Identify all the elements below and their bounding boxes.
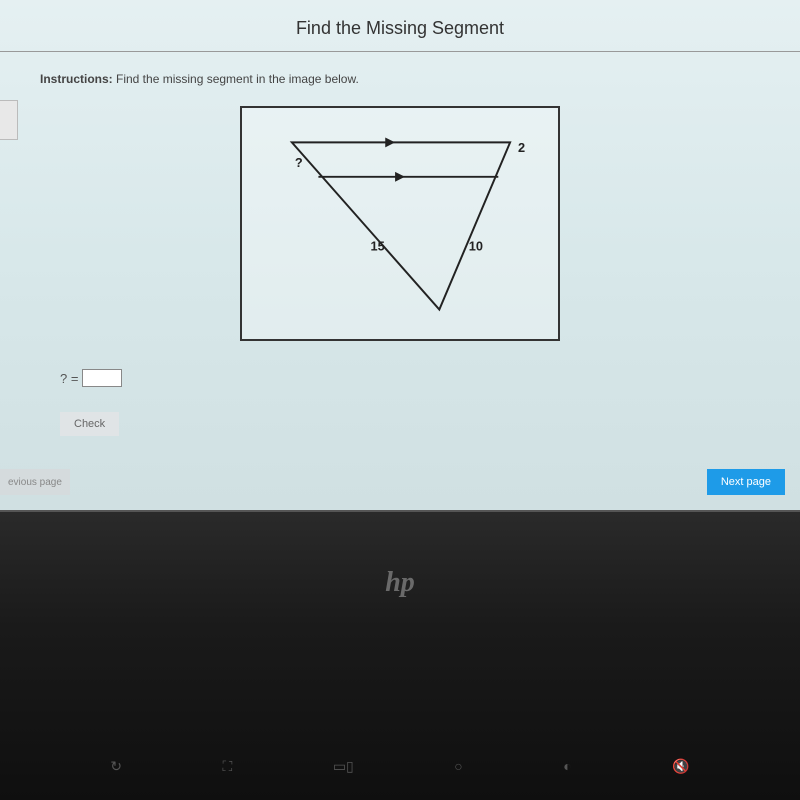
label-two: 2 <box>518 140 525 155</box>
title-divider <box>0 51 800 52</box>
answer-row: ? = <box>60 369 760 387</box>
next-page-button[interactable]: Next page <box>707 469 785 495</box>
instructions-label: Instructions: <box>40 72 113 86</box>
screen-area: Find the Missing Segment Instructions: F… <box>0 0 800 510</box>
refresh-key-icon: ↻ <box>110 758 122 775</box>
hp-logo: hp <box>385 567 415 599</box>
laptop-body: hp ↻ ⛶ ▭▯ ○ ◐ 🔇 <box>0 510 800 800</box>
mute-key-icon: 🔇 <box>672 758 689 775</box>
instructions: Instructions: Find the missing segment i… <box>40 72 760 86</box>
label-question-mark: ? <box>295 155 303 170</box>
top-arrow-icon <box>385 137 395 147</box>
page-title: Find the Missing Segment <box>0 0 800 51</box>
overview-key-icon: ▭▯ <box>333 758 354 775</box>
label-ten: 10 <box>469 239 483 254</box>
diagram-container: ? 2 15 10 <box>240 106 560 341</box>
inner-arrow-icon <box>395 172 405 182</box>
label-fifteen: 15 <box>371 239 385 254</box>
side-tab[interactable] <box>0 100 18 140</box>
content-area: Instructions: Find the missing segment i… <box>0 72 800 436</box>
check-button[interactable]: Check <box>60 412 119 436</box>
brightness-up-key-icon: ◐ <box>563 758 571 775</box>
answer-input[interactable] <box>82 369 122 387</box>
nav-row: evious page Next page <box>0 469 800 495</box>
keyboard-row: ↻ ⛶ ▭▯ ○ ◐ 🔇 <box>0 758 800 775</box>
answer-prefix: ? = <box>60 371 78 386</box>
brightness-down-key-icon: ○ <box>454 758 462 775</box>
triangle-diagram: ? 2 15 10 <box>242 108 558 339</box>
fullscreen-key-icon: ⛶ <box>223 758 233 775</box>
instructions-text: Find the missing segment in the image be… <box>113 72 359 86</box>
previous-page-button[interactable]: evious page <box>0 469 70 495</box>
outer-triangle <box>292 142 510 309</box>
